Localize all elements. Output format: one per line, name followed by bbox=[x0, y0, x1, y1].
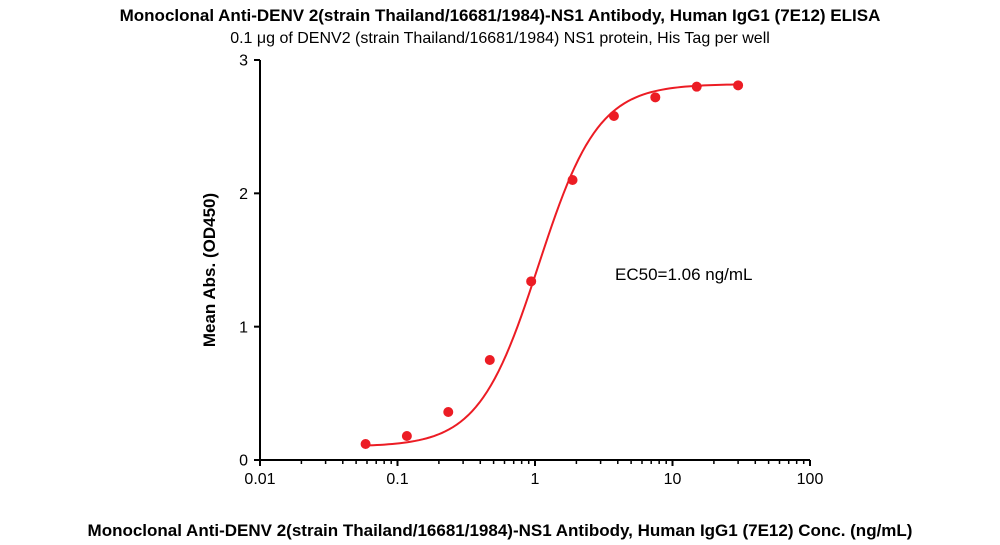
svg-text:100: 100 bbox=[797, 471, 824, 488]
svg-text:10: 10 bbox=[664, 471, 682, 488]
svg-text:0.1: 0.1 bbox=[386, 471, 408, 488]
svg-text:1: 1 bbox=[239, 319, 248, 336]
svg-text:3: 3 bbox=[239, 53, 248, 70]
svg-text:2: 2 bbox=[239, 186, 248, 203]
svg-text:1: 1 bbox=[531, 471, 540, 488]
svg-text:0: 0 bbox=[239, 453, 248, 470]
svg-text:0.01: 0.01 bbox=[244, 471, 275, 488]
ec50-annotation: EC50=1.06 ng/mL bbox=[615, 265, 753, 285]
elisa-chart: 0.01 0.1 1 10 100 0 1 2 3 bbox=[0, 0, 1000, 545]
